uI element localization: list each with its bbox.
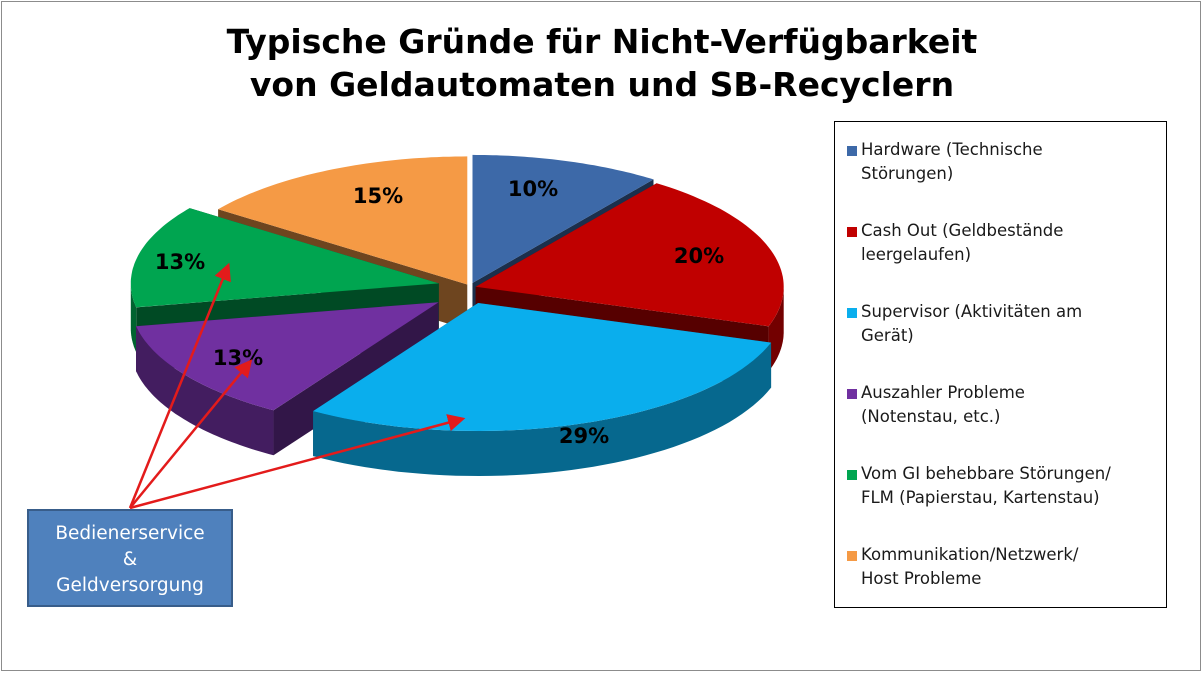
legend-label-auszahler-line-1: Auszahler Probleme	[861, 383, 1025, 402]
legend-swatch-cash-out	[847, 227, 857, 237]
legend-label-auszahler-line-2: (Notenstau, etc.)	[861, 407, 1001, 426]
legend-label-hardware-line-1: Hardware (Technische	[861, 140, 1043, 159]
pie-slice-cash-out-top	[475, 183, 784, 327]
callout-box: Bedienerservice & Geldversorgung	[27, 509, 233, 607]
callout-arrow-auszahler	[129, 359, 253, 509]
callout-arrow-supervisor	[129, 414, 466, 510]
legend-label-supervisor-line-1: Supervisor (Aktivitäten am	[861, 302, 1083, 321]
callout-arrow-gi-stoerungen	[128, 262, 231, 509]
callout-line-1: Bedienerservice	[55, 523, 205, 544]
legend-label-supervisor-line-2: Gerät)	[861, 326, 914, 345]
pie-slice-cash-out-rim	[768, 286, 784, 372]
callout-line-3: Geldversorgung	[56, 575, 204, 596]
pie-slice-supervisor	[313, 303, 772, 476]
data-label-auszahler: 13%	[213, 346, 263, 370]
chart-title: Typische Gründe für Nicht-Verfügbarkeit …	[0, 20, 1204, 106]
pie-slice-kommunikation-top	[218, 156, 468, 285]
legend-item-gi-stoerungen: Vom GI behebbare Störungen/ FLM (Papiers…	[847, 462, 1157, 510]
data-label-gi-stoerungen: 13%	[155, 250, 205, 274]
legend-label-gi-stoerungen-line-2: FLM (Papierstau, Kartenstau)	[861, 488, 1100, 507]
data-label-cash-out: 20%	[674, 244, 724, 268]
data-label-kommunikation: 15%	[353, 184, 403, 208]
legend-label-kommunikation-line-1: Kommunikation/Netzwerk/	[861, 545, 1079, 564]
legend-label-cash-out-line-1: Cash Out (Geldbestände	[861, 221, 1064, 240]
pie-slice-auszahler-rim	[136, 326, 274, 456]
legend-item-auszahler: Auszahler Probleme (Notenstau, etc.)	[847, 381, 1157, 429]
pie-slice-auszahler-top	[136, 302, 439, 411]
legend-swatch-supervisor	[847, 308, 857, 318]
legend-label-gi-stoerungen-line-1: Vom GI behebbare Störungen/	[861, 464, 1111, 483]
legend-swatch-gi-stoerungen	[847, 470, 857, 480]
legend-swatch-kommunikation	[847, 551, 857, 561]
pie-slice-hardware-top	[472, 154, 654, 283]
pie-slice-gi-stoerungen-rim	[130, 283, 137, 353]
chart-title-line-2: von Geldautomaten und SB-Recyclern	[249, 65, 955, 104]
pie-slice-supervisor-top	[313, 303, 772, 431]
callout-line-2: &	[122, 549, 138, 570]
pie-slice-gi-stoerungen-top	[130, 208, 439, 308]
data-label-hardware: 10%	[508, 177, 558, 201]
pie-slice-supervisor-rim	[313, 342, 772, 476]
data-label-supervisor: 29%	[559, 424, 609, 448]
legend-label-kommunikation-line-2: Host Probleme	[861, 569, 982, 588]
legend-label-cash-out-line-2: leergelaufen)	[861, 245, 972, 264]
chart-legend: Hardware (Technische Störungen) Cash Out…	[834, 121, 1167, 608]
legend-swatch-auszahler	[847, 389, 857, 399]
legend-item-cash-out: Cash Out (Geldbestände leergelaufen)	[847, 219, 1157, 267]
legend-swatch-hardware	[847, 146, 857, 156]
legend-item-supervisor: Supervisor (Aktivitäten am Gerät)	[847, 300, 1157, 348]
legend-label-hardware-line-2: Störungen)	[861, 164, 954, 183]
chart-title-line-1: Typische Gründe für Nicht-Verfügbarkeit	[226, 22, 978, 61]
legend-item-kommunikation: Kommunikation/Netzwerk/ Host Probleme	[847, 543, 1157, 591]
legend-item-hardware: Hardware (Technische Störungen)	[847, 138, 1157, 186]
